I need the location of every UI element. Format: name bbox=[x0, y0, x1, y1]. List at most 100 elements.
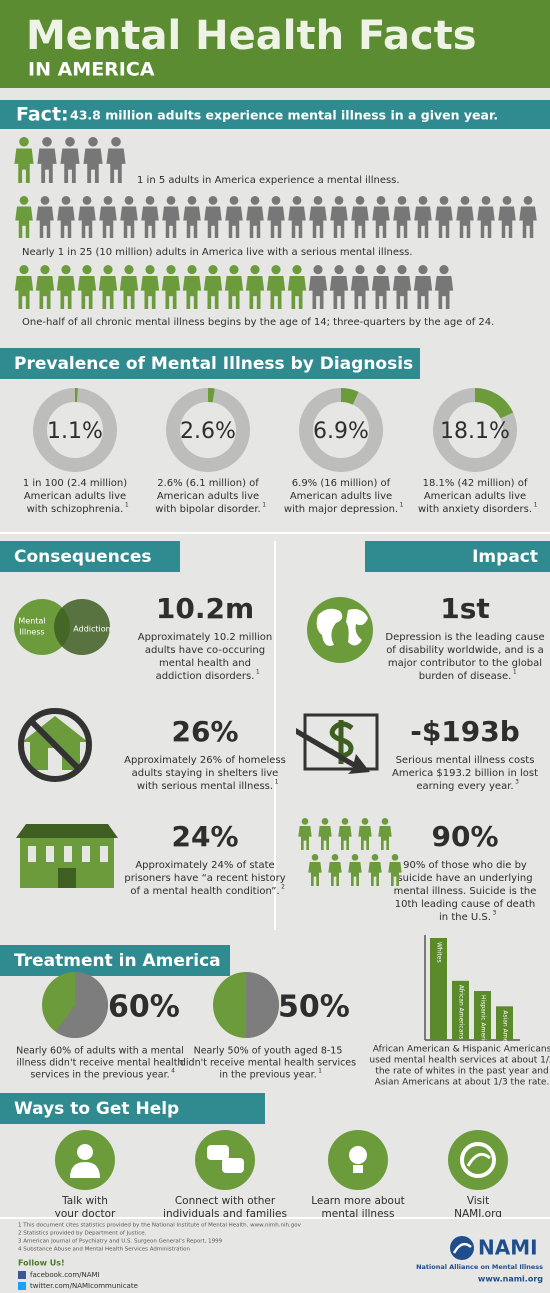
person-body bbox=[120, 206, 138, 238]
person-body bbox=[36, 206, 54, 238]
help-label: Visit bbox=[467, 1195, 489, 1207]
bar bbox=[496, 1006, 513, 1040]
person-head bbox=[418, 196, 428, 205]
person-body bbox=[98, 276, 118, 309]
person-head bbox=[65, 137, 75, 147]
person-icon bbox=[98, 265, 118, 309]
logo-full: National Alliance on Mental Illness bbox=[416, 1263, 543, 1271]
description-line: with serious mental illness. bbox=[137, 781, 273, 792]
fact-row: Nearly 1 in 25 (10 million) adults in Am… bbox=[22, 247, 413, 258]
pie-slice bbox=[55, 972, 109, 1038]
person-body bbox=[350, 276, 370, 309]
person-body bbox=[371, 276, 391, 309]
bubble bbox=[222, 1158, 244, 1173]
person-body bbox=[14, 148, 34, 183]
donut-label: 6.9% bbox=[313, 419, 369, 444]
person-icon bbox=[203, 265, 223, 309]
person-head bbox=[397, 196, 407, 205]
description-line: earning every year. bbox=[416, 781, 513, 792]
person-head bbox=[88, 137, 98, 147]
person-head bbox=[229, 196, 239, 205]
fact-label: Fact: bbox=[16, 104, 69, 126]
person-icon bbox=[498, 196, 516, 238]
building-window bbox=[46, 846, 54, 862]
person-icon bbox=[519, 196, 537, 238]
description-line: 1 in 100 (2.4 million) bbox=[23, 478, 127, 489]
person-icon bbox=[368, 854, 382, 886]
section-banner bbox=[365, 541, 550, 572]
person-head bbox=[19, 265, 29, 275]
description-line: American adults live bbox=[290, 491, 392, 502]
person-head bbox=[334, 196, 344, 205]
person-body bbox=[477, 206, 495, 238]
person-body bbox=[498, 206, 516, 238]
section-banner bbox=[0, 1093, 265, 1124]
description-line: major contributor to the global bbox=[388, 658, 542, 669]
person-icon bbox=[351, 196, 369, 238]
person-icon bbox=[182, 265, 202, 309]
person-icon bbox=[245, 265, 265, 309]
person-icon bbox=[371, 265, 391, 309]
person-head bbox=[321, 818, 329, 825]
section-banner bbox=[0, 945, 230, 976]
person-head bbox=[19, 137, 29, 147]
person-head bbox=[313, 265, 323, 275]
bar bbox=[474, 991, 491, 1040]
subtitle: IN AMERICA bbox=[28, 59, 155, 81]
person-head bbox=[481, 196, 491, 205]
person-body bbox=[456, 206, 474, 238]
person-icon bbox=[224, 265, 244, 309]
person-icon bbox=[141, 196, 159, 238]
description-line: Approximately 26% of homeless bbox=[124, 755, 286, 766]
person-head bbox=[124, 196, 134, 205]
person-body bbox=[298, 826, 312, 850]
person-icon bbox=[287, 265, 307, 309]
person-icon bbox=[372, 196, 390, 238]
footnote: 2 Statistics provided by Department of J… bbox=[18, 1231, 147, 1237]
person-icon bbox=[434, 265, 454, 309]
person-body bbox=[414, 206, 432, 238]
header-band bbox=[0, 0, 550, 88]
person-icon bbox=[35, 265, 55, 309]
section-title: Consequences bbox=[14, 547, 152, 567]
venn-label: Mental bbox=[18, 617, 45, 626]
person-icon bbox=[435, 196, 453, 238]
person-head bbox=[61, 265, 71, 275]
person-icon bbox=[318, 818, 332, 850]
person-head bbox=[381, 818, 389, 825]
description-line: American adults live bbox=[24, 491, 126, 502]
person-icon bbox=[57, 196, 75, 238]
person-icon bbox=[225, 196, 243, 238]
person-body bbox=[338, 826, 352, 850]
twitter-icon bbox=[18, 1282, 26, 1290]
person-body bbox=[519, 206, 537, 238]
person-body bbox=[182, 276, 202, 309]
person-body bbox=[141, 206, 159, 238]
person-icon bbox=[83, 137, 103, 183]
person-icon bbox=[350, 265, 370, 309]
title: Mental Health Facts bbox=[26, 13, 477, 59]
footnote-ref: 3 bbox=[492, 910, 496, 917]
person-icon bbox=[106, 137, 126, 183]
person-head bbox=[42, 137, 52, 147]
donut-arc bbox=[33, 388, 117, 472]
person-body bbox=[378, 826, 392, 850]
description-line: 2.6% (6.1 million) of bbox=[157, 478, 259, 489]
person-icon bbox=[378, 818, 392, 850]
description-line: 90% of those who die by bbox=[403, 860, 527, 871]
description-line: mental health and bbox=[159, 658, 251, 669]
building-window bbox=[28, 846, 36, 862]
building-roof bbox=[16, 824, 118, 838]
person-head bbox=[82, 265, 92, 275]
person-icon bbox=[456, 196, 474, 238]
person-body bbox=[246, 206, 264, 238]
person-body bbox=[388, 862, 402, 886]
person-body bbox=[14, 276, 34, 309]
person-body bbox=[15, 206, 33, 238]
person-body bbox=[106, 148, 126, 183]
footnote-ref: 1 bbox=[318, 1068, 322, 1075]
person-head bbox=[166, 196, 176, 205]
person-head bbox=[111, 137, 121, 147]
person-head bbox=[292, 196, 302, 205]
